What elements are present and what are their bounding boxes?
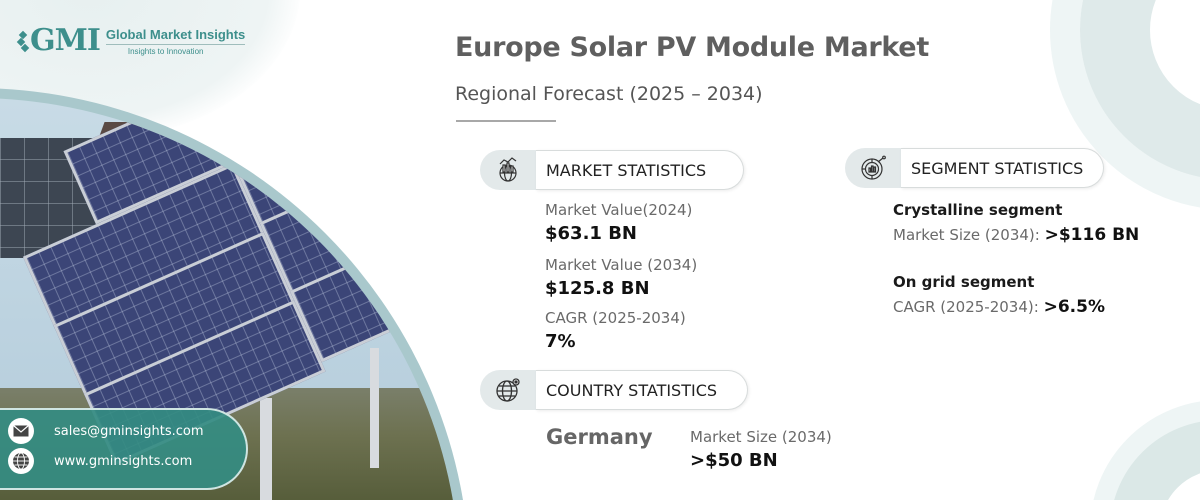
logo-mark: GMI (30, 23, 101, 58)
envelope-icon (8, 418, 34, 444)
logo-diamonds-icon (16, 30, 30, 53)
country-market-size-value: >$50 BN (690, 450, 778, 471)
on-grid-segment-stat: CAGR (2025-2034): >6.5% (893, 297, 1105, 317)
title-divider (456, 120, 556, 122)
on-grid-segment-title: On grid segment (893, 273, 1035, 291)
market-value-2034-label: Market Value (2034) (545, 256, 698, 274)
email-row[interactable]: sales@gminsights.com (8, 418, 204, 444)
website-link[interactable]: www.gminsights.com (54, 453, 193, 469)
country-statistics-heading: COUNTRY STATISTICS (536, 370, 748, 410)
market-statistics-heading: MARKET STATISTICS (536, 150, 744, 190)
contact-panel: sales@gminsights.com www.gminsights.com (0, 408, 248, 490)
logo-company-name: Global Market Insights (105, 27, 246, 45)
crystalline-market-size-value: >$116 BN (1044, 225, 1140, 245)
logo-text: Global Market Insights Insights to Innov… (105, 27, 246, 56)
country-statistics-header: COUNTRY STATISTICS (480, 370, 748, 410)
country-name: Germany (546, 425, 653, 449)
market-statistics-header: MARKET STATISTICS (480, 150, 744, 190)
page-title: Europe Solar PV Module Market (455, 32, 929, 63)
on-grid-cagr-label: CAGR (2025-2034): (893, 298, 1039, 316)
globe-pin-icon (480, 370, 536, 410)
target-chart-icon (845, 148, 901, 188)
crystalline-segment-stat: Market Size (2034): >$116 BN (893, 225, 1139, 245)
solar-panel-array (0, 98, 460, 466)
globe-chart-icon (480, 150, 536, 190)
segment-statistics-header: SEGMENT STATISTICS (845, 148, 1104, 188)
page-subtitle: Regional Forecast (2025 – 2034) (455, 83, 763, 105)
gmi-logo: GMI Global Market Insights Insights to I… (16, 23, 246, 58)
segment-statistics-heading: SEGMENT STATISTICS (901, 148, 1104, 188)
cagr-label: CAGR (2025-2034) (545, 309, 686, 327)
panel-post (370, 348, 379, 468)
website-row[interactable]: www.gminsights.com (8, 448, 192, 474)
email-link[interactable]: sales@gminsights.com (54, 423, 204, 439)
market-value-2024-label: Market Value(2024) (545, 201, 693, 219)
globe-icon (8, 448, 34, 474)
on-grid-cagr-value: >6.5% (1043, 297, 1105, 317)
crystalline-market-size-label: Market Size (2034): (893, 226, 1040, 244)
crystalline-segment-title: Crystalline segment (893, 201, 1063, 219)
cagr-value: 7% (545, 331, 576, 352)
market-value-2024-value: $63.1 BN (545, 223, 637, 244)
country-market-size-label: Market Size (2034) (690, 428, 832, 446)
panel-post (260, 398, 272, 500)
logo-tagline: Insights to Innovation (127, 46, 204, 56)
market-value-2034-value: $125.8 BN (545, 278, 650, 299)
